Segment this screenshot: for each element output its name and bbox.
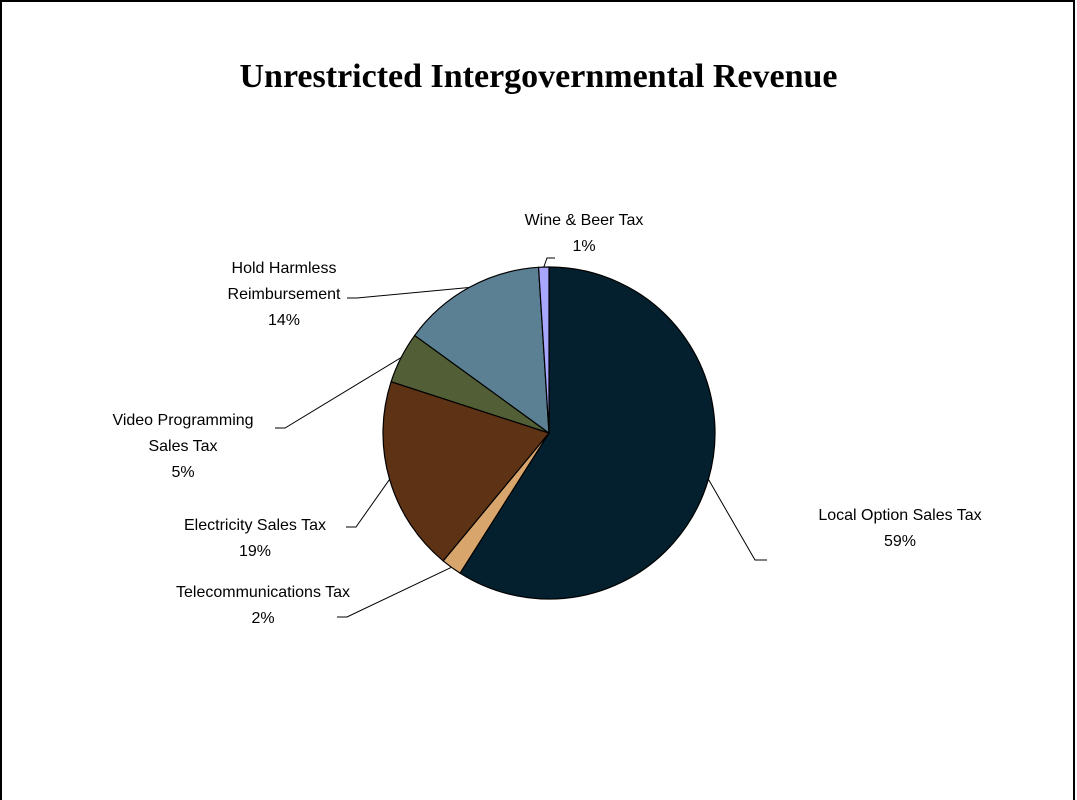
- data-label: Electricity Sales Tax 19%: [184, 517, 326, 560]
- pie-slices: [382, 266, 716, 600]
- data-label: Local Option Sales Tax 59%: [818, 507, 981, 550]
- data-label: Video Programming Sales Tax 5%: [112, 412, 253, 481]
- leader-line: [346, 479, 391, 528]
- leader-line: [543, 257, 555, 268]
- pie-slice-hold-harmless-reimbursement: [413, 266, 550, 435]
- leader-lines: [275, 257, 767, 618]
- leader-line: [337, 566, 452, 618]
- pie-slice-electricity-sales-tax: [382, 380, 551, 562]
- data-labels: Local Option Sales Tax 59% Telecommunicati…: [112, 212, 981, 627]
- leader-line: [275, 357, 402, 429]
- leader-line: [347, 287, 470, 299]
- chart-title: Unrestricted Intergovernmental Revenue: [239, 58, 838, 95]
- leader-line: [707, 479, 767, 561]
- data-label: Telecommunications Tax 2%: [176, 584, 350, 627]
- data-label: Hold Harmless Reimbursement 14%: [228, 260, 341, 329]
- data-label: Wine & Beer Tax 1%: [525, 212, 644, 255]
